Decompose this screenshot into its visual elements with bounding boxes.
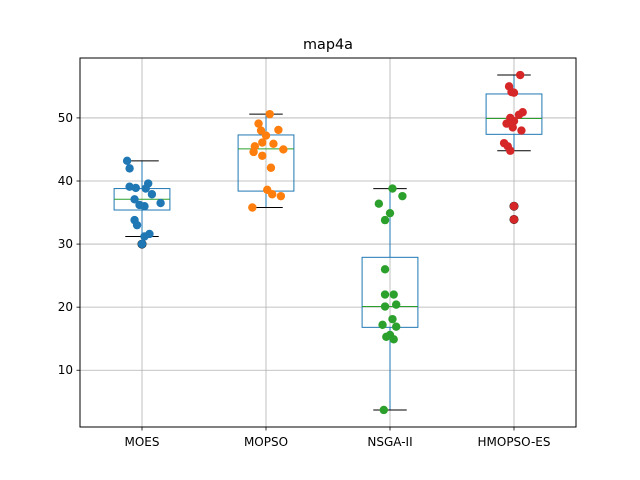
data-point [385,208,395,218]
x-tick-label: NSGA-II [367,435,412,449]
data-point [378,320,387,330]
data-point [140,232,149,241]
plot-frame [79,57,577,428]
data-point [509,88,519,97]
data-point [279,145,288,154]
data-point [382,332,391,341]
y-tick-label: 40 [58,174,73,188]
data-point [392,300,401,309]
data-point [374,199,384,208]
data-point [249,147,258,157]
data-point [258,151,267,160]
y-tick-label: 50 [58,111,73,125]
data-point [132,220,142,230]
data-point [388,314,397,324]
data-point [147,190,157,199]
data-point [380,302,390,311]
data-point [137,239,147,249]
chart-title: map4a [303,37,353,53]
data-point [502,119,511,128]
y-tick-label: 30 [58,237,73,251]
data-point [509,215,519,224]
data-point [388,184,397,193]
data-points [122,70,527,415]
data-point [125,164,134,173]
data-point [380,265,390,274]
axes: 10 20 30 40 50 MOES MOPSO NSGA-II HMOPSO-ES [58,111,551,449]
data-point [131,183,140,193]
data-point [392,322,401,331]
data-point [122,156,132,166]
x-tick-label: MOPSO [244,435,288,449]
data-point [274,125,283,135]
data-point [265,109,274,119]
data-point [156,198,165,208]
data-point [380,215,390,225]
y-tick-label: 10 [58,363,73,377]
data-point [517,126,526,135]
data-point [379,405,388,415]
data-point [254,119,263,128]
data-point [398,191,407,201]
data-point [516,70,525,80]
data-point [276,191,286,201]
data-point [508,123,517,132]
data-point [509,202,519,211]
data-point [514,110,524,119]
x-tick-label: MOES [125,435,160,449]
data-point [258,138,267,147]
data-point [506,146,515,155]
data-point [389,335,398,344]
data-point [248,203,257,212]
data-point [135,200,144,210]
data-point [261,131,271,140]
data-point [266,163,276,172]
data-point [380,290,390,299]
data-point [389,290,398,299]
data-point [268,190,277,199]
data-point [269,139,278,148]
data-point [509,116,519,126]
data-point [141,184,150,193]
box-iqr [361,256,419,328]
y-tick-label: 20 [58,300,73,314]
data-point [130,195,139,204]
x-tick-label: HMOPSO-ES [478,435,551,449]
